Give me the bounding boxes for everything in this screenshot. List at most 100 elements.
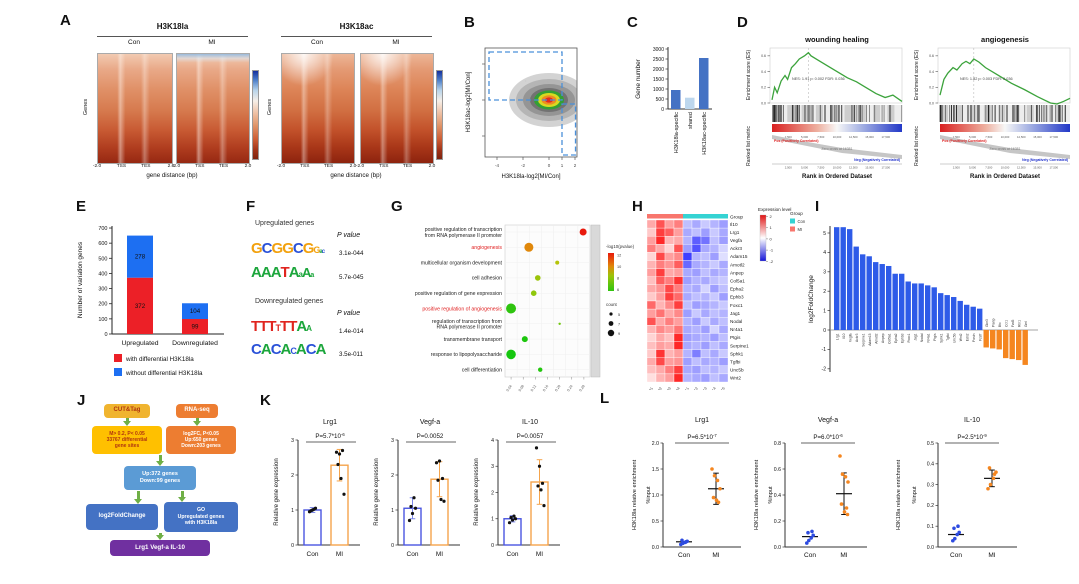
- panel-d-gsea-angiogenesis: angiogenesis 0.0 0.2 0.4 0.6 NES: 1.82 p: 0.0…: [910, 8, 1078, 190]
- log2fc-waterfall: 5 4 3 2 1 0 -1 -2 Lrg1 Il10 Vegfa Ackr3 Serpine1 Adam…: [808, 226, 1038, 373]
- data-point: [537, 464, 542, 468]
- graphic: [504, 224, 591, 378]
- panel-label-j: J: [77, 392, 86, 409]
- workflow-box-text: M> 0.2, P< 0.05: [109, 430, 145, 437]
- heatmap-cell: [655, 373, 666, 383]
- heatmap-cell: [664, 252, 675, 261]
- gene-label: Rtn1: [1017, 320, 1021, 327]
- motif-letter: A: [306, 324, 312, 333]
- heatmap-cell: [709, 236, 720, 245]
- y-tick: 1: [823, 308, 826, 314]
- gene-label: Nodal: [920, 333, 924, 342]
- x-category: Con: [407, 551, 419, 558]
- heatmap-cell: [646, 357, 657, 366]
- axis-tick: TSS: [300, 164, 310, 169]
- y-tick: 0.0: [652, 545, 659, 551]
- x-tick: 0.28: [578, 384, 585, 392]
- heatmap-cell: [709, 276, 720, 285]
- heatmap-cell: [655, 219, 666, 229]
- y-tick: 0: [491, 543, 494, 549]
- bar-con: [303, 509, 322, 546]
- y-tick: 700: [98, 226, 107, 232]
- rank-tick: 10,000: [833, 166, 842, 170]
- y-tick: 300: [98, 287, 107, 293]
- gsea-plot: wounding healing 0.0 0.2 0.4 0.6 NES: 1.91 p:…: [746, 35, 903, 180]
- motif-letter: A: [260, 341, 272, 358]
- panel-a-chip-heatmaps: H3K18la Con MI -2.0 TSS TES 2.0 -2.0 TSS TES 2.0 ge…: [60, 12, 462, 194]
- x-tick: 2: [574, 163, 577, 168]
- y-axis-label: log2FoldChange: [808, 275, 815, 323]
- data-point-con: [953, 536, 957, 541]
- data-point-con: [957, 530, 961, 535]
- heatmap-cell: [691, 260, 702, 269]
- y-tick: 1: [491, 517, 494, 523]
- heatmap-cell: [673, 300, 684, 310]
- heatmap-cell: [700, 357, 711, 366]
- data-point: [434, 461, 439, 465]
- chip-signal-heatmap: [97, 53, 173, 164]
- heatmap-cell: [682, 219, 693, 229]
- data-point-con: [807, 538, 811, 543]
- y-tick: 1.0: [652, 493, 659, 499]
- heatmap-cell: [646, 300, 657, 310]
- motif-letter: a: [298, 270, 304, 279]
- heatmap-cell: [655, 252, 666, 261]
- motif-letter: T: [280, 264, 290, 281]
- column-label: C1: [684, 387, 690, 391]
- flow-arrow-head: [133, 499, 142, 504]
- data-point-mi: [843, 475, 848, 479]
- go-term: positive regulation of angiogenesis: [422, 306, 502, 312]
- bar-up: [834, 227, 840, 330]
- enrichment-curve: [939, 58, 1071, 105]
- axis-tick: TES: [402, 164, 413, 169]
- graphic: [858, 105, 866, 122]
- heatmap-cell: [700, 268, 711, 277]
- go-dot: [579, 228, 587, 236]
- heatmap-cell: [700, 341, 711, 350]
- y-tick: 0.6: [774, 467, 781, 473]
- motif-letter: A: [260, 264, 272, 281]
- axis-tick: 2.0: [349, 164, 357, 169]
- neg-label: Neg (Negatively Correlated): [854, 158, 900, 162]
- es-axis-label: Enrichment score (ES): [746, 50, 752, 101]
- heatmap-cell: [673, 244, 684, 253]
- heatmap-cell: [709, 373, 720, 383]
- gene-label: Serpine1: [861, 333, 865, 346]
- gene-label: Il10: [842, 333, 846, 338]
- y-tick: 0.2: [927, 503, 934, 509]
- motif-letter: C: [270, 341, 282, 358]
- x-category: Con: [307, 551, 319, 558]
- data-point: [512, 514, 516, 518]
- heatmap-cell: [646, 260, 657, 269]
- data-point: [540, 481, 545, 485]
- rank-tick: 10,000: [833, 135, 842, 139]
- gene-label: Tgfbi: [730, 360, 740, 365]
- heatmap-cell: [691, 349, 702, 358]
- y-tick: 500: [656, 97, 665, 103]
- y-tick: 3000: [653, 47, 664, 53]
- group-annotation-cell: [692, 214, 701, 219]
- heatmap-cell: [700, 317, 711, 326]
- workflow-box-text: CUT&Tag: [113, 407, 141, 414]
- gsea-stats: NES: 1.82 p: 0.003 FDR: 0.036: [960, 77, 1013, 81]
- motif-letter: a: [310, 272, 314, 279]
- panel-label-e: E: [76, 198, 87, 215]
- data-point: [436, 478, 440, 482]
- data-point: [337, 452, 342, 456]
- scatter-enrichment-chart: Lrg1 P=6.5*10-7 0.0 0.5 1.0 1.5 2.0 Con MI H3K18l…: [632, 417, 741, 559]
- heatmap-cell: [709, 268, 720, 277]
- x-tick: 0: [548, 163, 551, 168]
- es-tick: 0.0: [929, 101, 934, 105]
- panel-e-variation-genes: 0 100 200 300 400 500 600 700 372 278 Upregulated 9…: [72, 196, 260, 388]
- legend-swatch: [790, 218, 795, 224]
- graphic: P=0.0057: [517, 433, 544, 440]
- row-label: Group: [730, 215, 743, 220]
- data-point-mi: [839, 502, 844, 506]
- y-tick: 3: [291, 438, 294, 444]
- heatmap-cell: [655, 341, 666, 350]
- heatmap-cell: [718, 244, 729, 253]
- workflow-box-go: GO Upregulated genes with H3K18la: [164, 502, 238, 532]
- enrichment-curve: [771, 51, 903, 102]
- rank-tick: 10,000: [1001, 135, 1010, 139]
- workflow-box-text: GO: [196, 507, 206, 514]
